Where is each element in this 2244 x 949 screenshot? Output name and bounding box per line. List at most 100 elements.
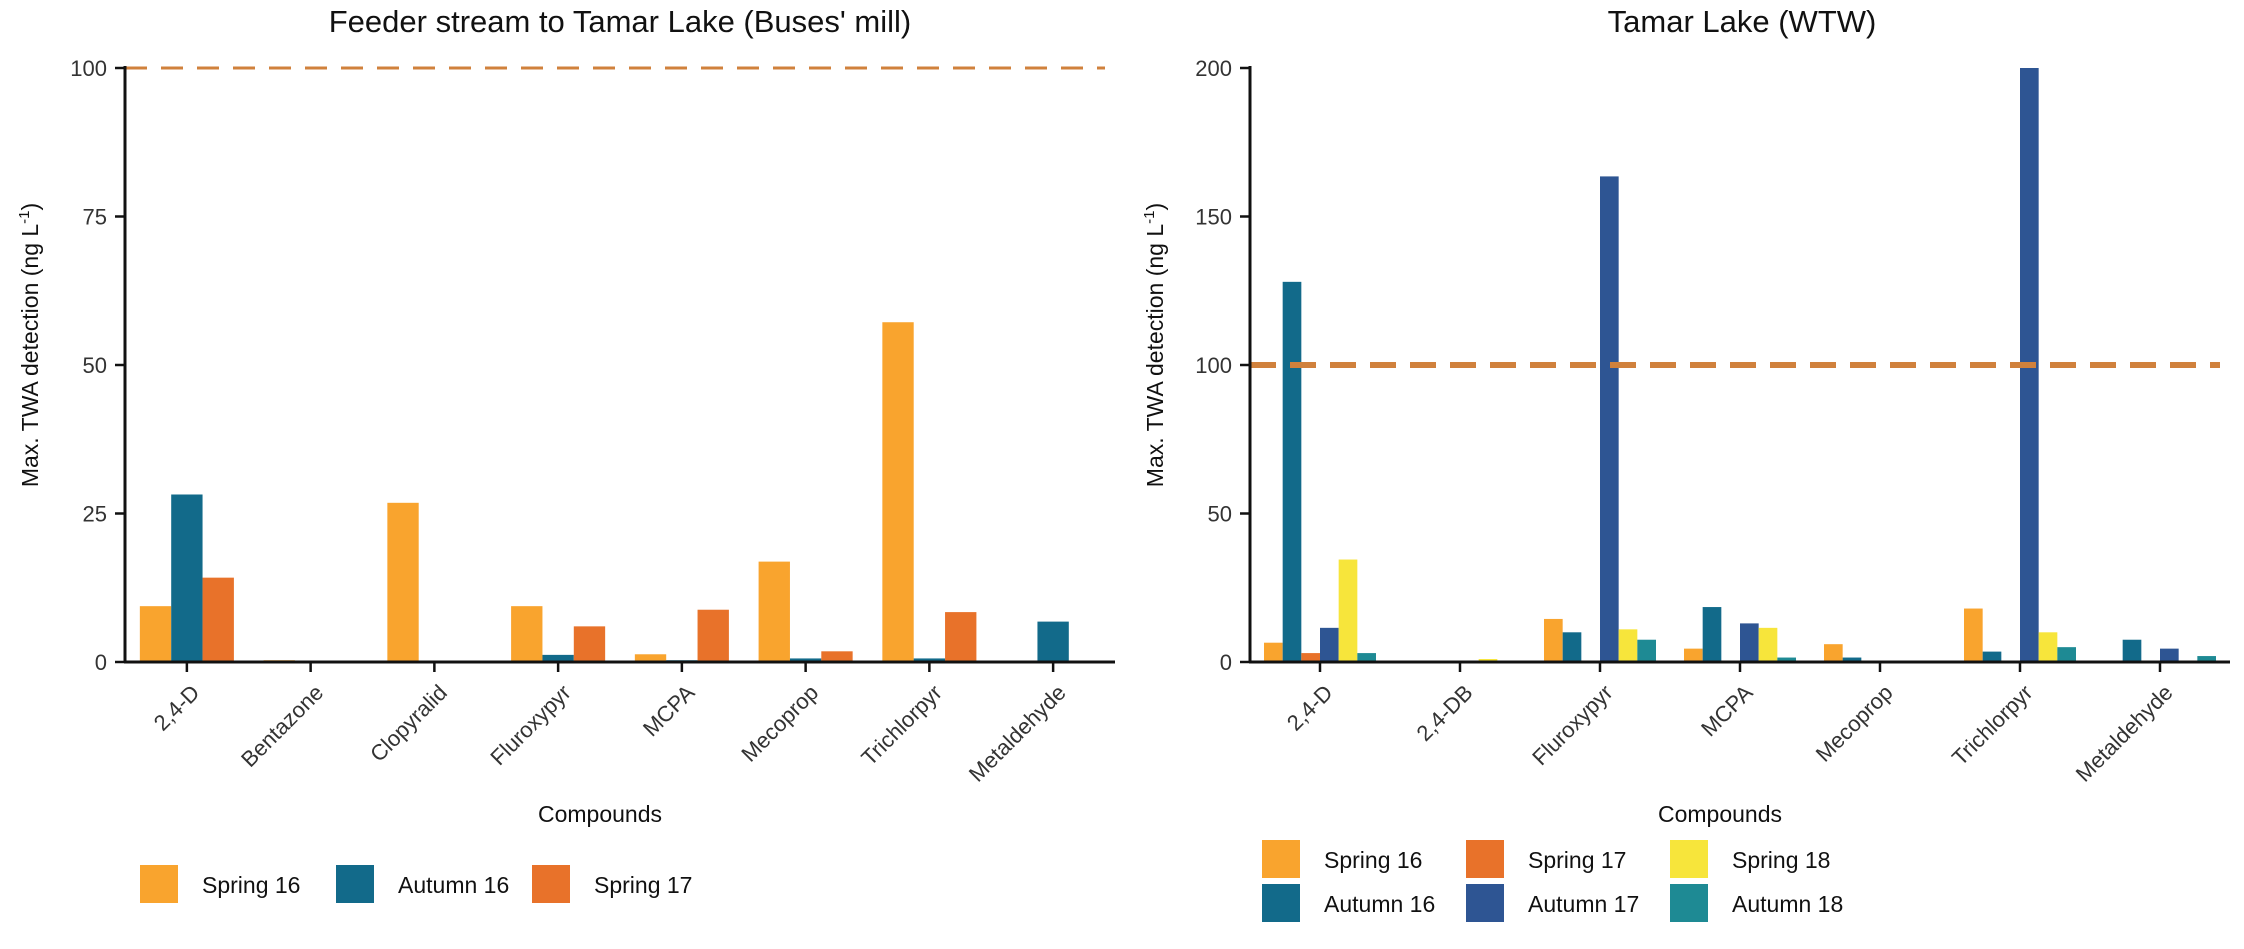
bar-autumn-16-metaldehyde xyxy=(1037,621,1069,662)
bar-spring-16-mecoprop xyxy=(1824,644,1843,662)
bar-autumn-17-fluroxypyr xyxy=(1600,176,1619,662)
x-tick-label: 2,4-D xyxy=(1282,680,1338,736)
bar-autumn-16-mcpa xyxy=(1702,607,1722,662)
legend-item: Spring 16 xyxy=(140,865,300,903)
bar-spring-18-mcpa xyxy=(1758,627,1778,662)
legend-swatch xyxy=(1262,884,1300,922)
bar-autumn-18-trichlorpyr xyxy=(2057,647,2076,662)
x-tick-label: Trichlorpyr xyxy=(1947,680,2038,771)
bar-autumn-16-metaldehyde xyxy=(2122,639,2142,662)
legend-swatch xyxy=(140,865,178,903)
legend-item: Autumn 17 xyxy=(1466,884,1639,922)
legend: Spring 16 Autumn 16 Spring 17 Autumn 17 Spri… xyxy=(1262,840,1843,922)
x-tick-label: MCPA xyxy=(638,680,700,742)
x-tick-label: Metaldehyde xyxy=(2071,680,2178,787)
bar-spring-16-trichlorpyr xyxy=(1964,608,1983,662)
bar-spring-16-mecoprop xyxy=(758,561,790,662)
legend-swatch xyxy=(1262,840,1300,878)
y-axis-label: Max. TWA detection (ng L-1) xyxy=(16,203,43,487)
y-axis-label-unit-exponent: -1 xyxy=(1141,210,1158,223)
x-tick-label: 2,4-D xyxy=(149,680,205,736)
x-axis-label: Compounds xyxy=(538,801,662,827)
legend-label: Autumn 16 xyxy=(1324,891,1435,917)
legend-label: Spring 18 xyxy=(1732,847,1830,873)
legend-swatch xyxy=(1466,884,1504,922)
bar-autumn-18-fluroxypyr xyxy=(1637,639,1656,662)
bar-spring-18-fluroxypyr xyxy=(1618,629,1638,662)
legend-item: Spring 17 xyxy=(532,865,692,903)
bar-spring-17-trichlorpyr xyxy=(945,612,977,662)
bar-spring-16-mcpa xyxy=(634,654,667,662)
chart-title: Tamar Lake (WTW) xyxy=(1608,4,1877,39)
legend-item: Autumn 16 xyxy=(336,865,509,903)
y-tick-label: 75 xyxy=(83,205,107,230)
y-axis-label-text: Max. TWA detection (ng L xyxy=(17,224,43,488)
bar-autumn-16-2-4-d xyxy=(1282,281,1302,662)
bar-spring-16-mcpa xyxy=(1684,648,1703,662)
y-tick-label: 150 xyxy=(1195,205,1232,230)
legend-item: Spring 17 xyxy=(1466,840,1626,878)
y-tick-label: 0 xyxy=(95,650,107,675)
x-tick-label: Mecoprop xyxy=(736,680,823,767)
bar-autumn-17-2-4-d xyxy=(1320,627,1339,662)
legend-swatch xyxy=(532,865,570,903)
x-tick-label: Clopyralid xyxy=(365,680,452,767)
bar-autumn-16-fluroxypyr xyxy=(542,654,574,662)
bar-spring-17-mcpa xyxy=(697,609,729,662)
bar-spring-16-2-4-d xyxy=(1264,642,1283,662)
y-tick-label: 50 xyxy=(83,353,107,378)
bar-spring-16-2-4-d xyxy=(139,606,172,662)
bar-autumn-16-2-4-d xyxy=(171,494,203,662)
bar-autumn-16-fluroxypyr xyxy=(1562,632,1582,662)
x-tick-label: Fluroxypyr xyxy=(1527,680,1617,770)
legend: Spring 16 Autumn 16 Spring 17 xyxy=(140,865,692,903)
bar-spring-18-2-4-d xyxy=(1338,559,1358,662)
y-axis-label-unit-exponent: -1 xyxy=(16,210,33,223)
x-tick-label: Mecoprop xyxy=(1811,680,1898,767)
chart-panel-1: Feeder stream to Tamar Lake (Buses' mill… xyxy=(16,4,1115,903)
bar-autumn-16-mecoprop xyxy=(789,658,822,662)
y-axis-label-text: Max. TWA detection (ng L xyxy=(1142,224,1168,488)
x-tick-label: Trichlorpyr xyxy=(856,680,947,771)
bars xyxy=(139,322,1069,662)
y-axis-label: Max. TWA detection (ng L-1) xyxy=(1141,203,1168,487)
x-tick-label: Fluroxypyr xyxy=(485,680,575,770)
legend-item: Autumn 16 xyxy=(1262,884,1435,922)
bar-spring-16-trichlorpyr xyxy=(882,322,914,662)
legend-label: Spring 17 xyxy=(594,872,692,898)
legend-swatch xyxy=(1670,840,1708,878)
legend-swatch xyxy=(1466,840,1504,878)
bar-autumn-16-trichlorpyr xyxy=(913,658,946,662)
y-axis-label-close: ) xyxy=(1142,203,1168,211)
chart-panel-2: Tamar Lake (WTW) 0 50 100 150 200 2,4-D 2,4-DB F… xyxy=(1141,4,2230,922)
legend-label: Autumn 17 xyxy=(1528,891,1639,917)
bar-autumn-18-mcpa xyxy=(1777,657,1796,662)
y-tick-label: 0 xyxy=(1220,650,1232,675)
legend-swatch xyxy=(1670,884,1708,922)
bar-spring-17-mecoprop xyxy=(821,651,853,662)
bar-autumn-17-metaldehyde xyxy=(2160,648,2179,662)
y-tick-label: 25 xyxy=(83,502,107,527)
y-axis-label-close: ) xyxy=(17,203,43,211)
bar-spring-16-clopyralid xyxy=(387,502,419,662)
bar-spring-17-fluroxypyr xyxy=(573,626,606,662)
bar-spring-16-fluroxypyr xyxy=(511,606,543,662)
chart-title: Feeder stream to Tamar Lake (Buses' mill… xyxy=(329,4,912,39)
legend-label: Spring 16 xyxy=(1324,847,1422,873)
legend-swatch xyxy=(336,865,374,903)
legend-item: Autumn 18 xyxy=(1670,884,1843,922)
y-tick-label: 100 xyxy=(1195,353,1232,378)
bar-spring-18-trichlorpyr xyxy=(2038,632,2058,662)
x-tick-label: 2,4-DB xyxy=(1411,680,1477,746)
x-axis-label: Compounds xyxy=(1658,801,1782,827)
legend-label: Autumn 16 xyxy=(398,872,509,898)
x-tick-label: Bentazone xyxy=(236,680,328,772)
y-tick-label: 50 xyxy=(1208,502,1232,527)
bar-spring-16-fluroxypyr xyxy=(1544,618,1563,662)
bar-autumn-16-trichlorpyr xyxy=(1982,651,2002,662)
bar-autumn-18-2-4-d xyxy=(1357,653,1376,662)
y-tick-label: 200 xyxy=(1195,56,1232,81)
bar-spring-17-2-4-d xyxy=(202,577,234,662)
legend-label: Spring 17 xyxy=(1528,847,1626,873)
